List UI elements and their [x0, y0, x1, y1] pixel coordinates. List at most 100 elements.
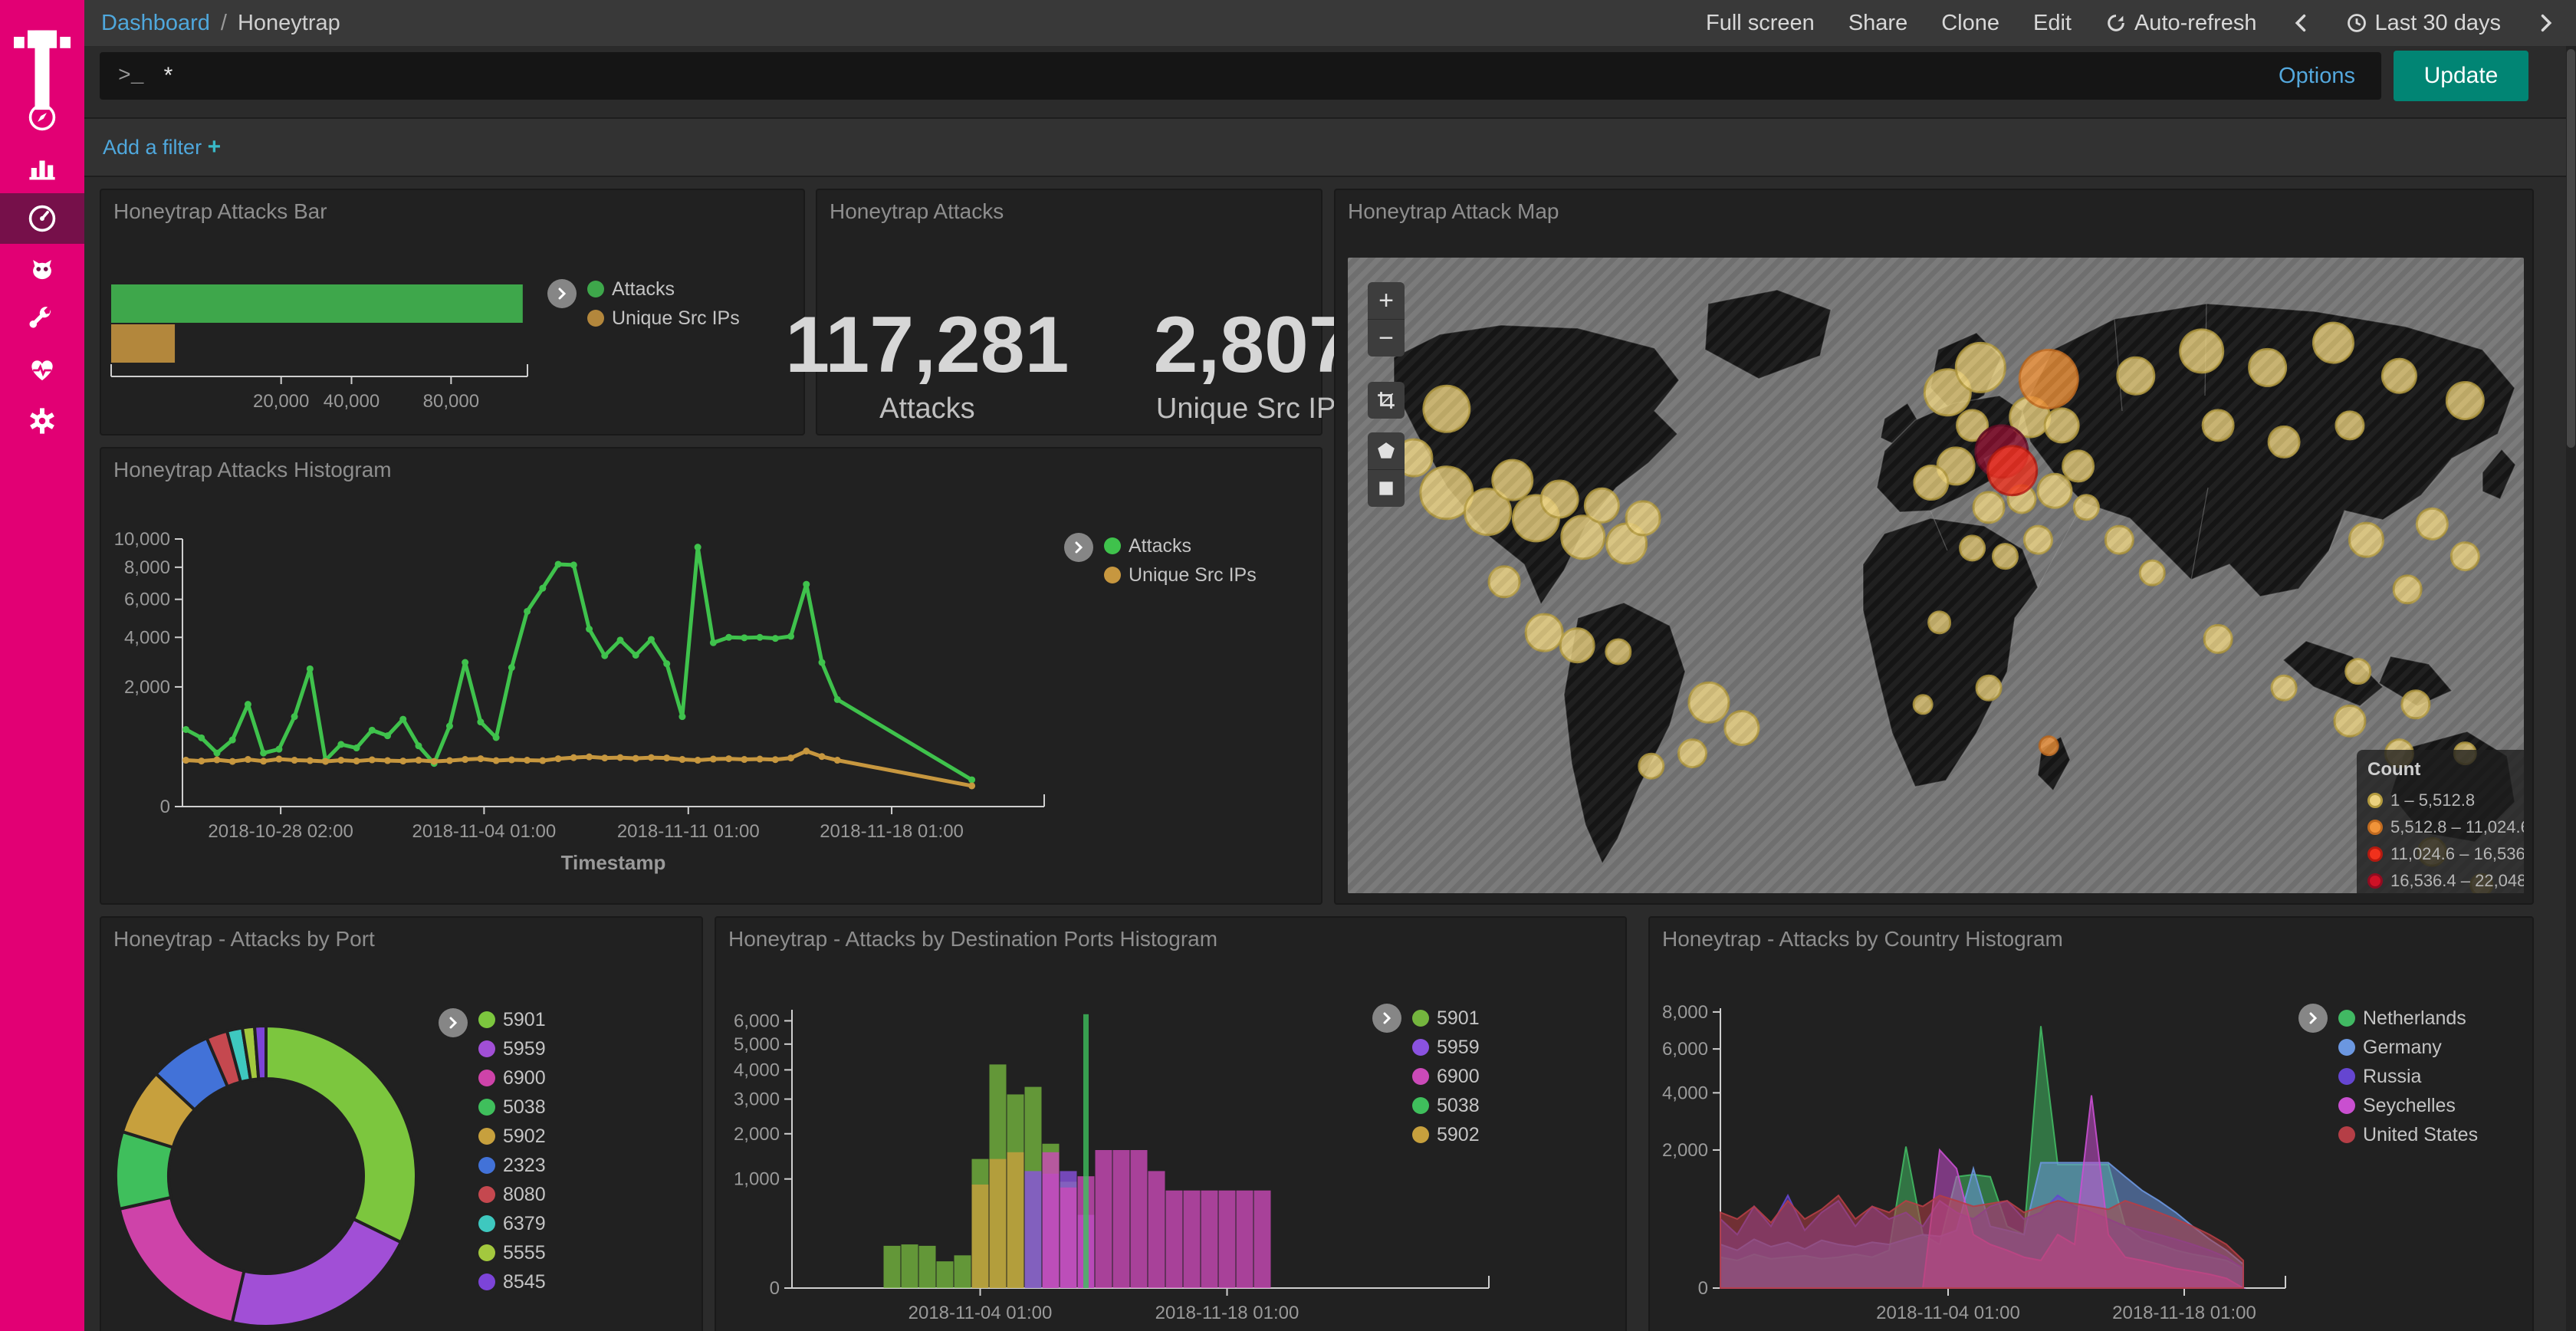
legend-label: 5555 [503, 1241, 546, 1264]
legend-expand-button[interactable] [547, 279, 577, 308]
options-link[interactable]: Options [2279, 63, 2355, 88]
world-map[interactable]: + − Count 1 – 5,512.8 5,512.8 – 11,024.6 1… [1348, 258, 2524, 893]
zoom-in-button[interactable]: + [1368, 282, 1405, 320]
legend-item[interactable]: 8545 [478, 1267, 546, 1296]
clone-button[interactable]: Clone [1941, 10, 1999, 35]
fullscreen-button[interactable]: Full screen [1705, 10, 1815, 35]
panel-attacks-metric: Honeytrap Attacks 117,281 Attacks 2,807 … [785, 189, 1353, 435]
legend-label: 5902 [503, 1125, 546, 1147]
tmobile-logo [14, 30, 71, 110]
attacks-bar-chart[interactable]: 20,000 40,000 80,000 [101, 190, 807, 437]
legend-label: 5038 [503, 1096, 546, 1118]
time-back-button[interactable] [2291, 12, 2312, 34]
svg-text:2018-11-18 01:00: 2018-11-18 01:00 [2112, 1303, 2256, 1323]
legend-item[interactable]: Seychelles [2338, 1091, 2478, 1120]
edit-button[interactable]: Edit [2032, 10, 2072, 35]
legend: Attacks Unique Src IPs [1104, 531, 1257, 590]
legend-item[interactable]: 5901 [1412, 1004, 1480, 1033]
search-input[interactable]: >_ * Options [100, 52, 2381, 100]
legend-item[interactable]: 5901 [478, 1005, 546, 1034]
sidebar-item-bug[interactable] [0, 244, 84, 294]
map-legend-item: 11,024.6 – 16,536.4 [2367, 840, 2524, 867]
svg-text:0: 0 [770, 1278, 780, 1299]
sidebar-item-dashboard[interactable] [0, 193, 84, 244]
legend-item[interactable]: Attacks [587, 274, 740, 304]
legend-expand-button[interactable] [1064, 533, 1093, 562]
legend-swatch [1412, 1039, 1429, 1056]
legend-expand-button[interactable] [1372, 1004, 1401, 1033]
legend-item[interactable]: 2323 [478, 1151, 546, 1180]
svg-text:40,000: 40,000 [324, 391, 380, 412]
legend-item[interactable]: 6900 [478, 1063, 546, 1093]
sidebar-item-visualize[interactable] [0, 143, 84, 193]
legend-label: Attacks [612, 278, 675, 300]
attacks-histogram-chart[interactable]: 0 2,000 4,000 6,000 8,000 10,000 2018-10-28 02… [101, 449, 1324, 906]
add-filter-button[interactable]: Add a filter + [103, 134, 222, 159]
legend-swatch [2338, 1010, 2355, 1027]
legend-item[interactable]: Unique Src IPs [587, 304, 740, 333]
svg-text:80,000: 80,000 [423, 391, 479, 412]
country-histogram-chart[interactable]: 0 2,000 4,000 6,000 8,000 2018-11-04 01:00 201… [1650, 918, 2535, 1331]
rectangle-draw-button[interactable] [1368, 470, 1405, 507]
legend-item[interactable]: 5038 [1412, 1091, 1480, 1120]
map-legend-item: 16,536.4 – 22,048.2 [2367, 867, 2524, 893]
panel-title: Honeytrap Attacks Bar [113, 199, 327, 223]
svg-text:4,000: 4,000 [734, 1060, 780, 1080]
legend-swatch [478, 1099, 495, 1116]
svg-text:6,000: 6,000 [1662, 1039, 1708, 1060]
crop-icon[interactable] [1368, 382, 1405, 419]
svg-text:0: 0 [1698, 1278, 1708, 1299]
zoom-out-button[interactable]: − [1378, 323, 1394, 353]
svg-text:8,000: 8,000 [1662, 1002, 1708, 1023]
sidebar-item-devtools[interactable] [0, 294, 84, 345]
map-legend-swatch [2367, 873, 2383, 889]
legend-item[interactable]: 6379 [478, 1209, 546, 1238]
scrollbar-thumb[interactable] [2567, 49, 2575, 448]
legend-item[interactable]: 5038 [478, 1093, 546, 1122]
auto-refresh-button[interactable]: Auto-refresh [2105, 11, 2257, 36]
legend-item[interactable]: 5902 [1412, 1120, 1480, 1149]
legend-item[interactable]: Netherlands [2338, 1004, 2478, 1033]
legend-item[interactable]: 8080 [478, 1180, 546, 1209]
svg-text:6,000: 6,000 [734, 1011, 780, 1031]
legend-swatch [1412, 1068, 1429, 1085]
svg-text:5,000: 5,000 [734, 1034, 780, 1055]
panel-destination-ports-histogram: Honeytrap - Attacks by Destination Ports… [715, 916, 1627, 1331]
map-legend-label: 11,024.6 – 16,536.4 [2390, 843, 2524, 863]
legend-item[interactable]: Unique Src IPs [1104, 560, 1257, 590]
legend-item[interactable]: Germany [2338, 1033, 2478, 1062]
legend-item[interactable]: 6900 [1412, 1062, 1480, 1091]
legend-label: 5959 [1437, 1036, 1480, 1058]
legend-item[interactable]: 5555 [478, 1238, 546, 1267]
chevron-right-icon [449, 1017, 458, 1029]
page-scrollbar[interactable] [2566, 46, 2576, 1331]
port-donut-chart[interactable] [101, 918, 705, 1331]
legend-item[interactable]: Attacks [1104, 531, 1257, 560]
legend-expand-button[interactable] [2298, 1004, 2328, 1033]
share-button[interactable]: Share [1848, 10, 1908, 35]
heartbeat-icon [31, 360, 53, 381]
sidebar-item-management[interactable] [0, 396, 84, 446]
legend-expand-button[interactable] [439, 1008, 468, 1037]
chevron-right-icon [2309, 1012, 2318, 1024]
time-picker-button[interactable]: Last 30 days [2346, 11, 2501, 36]
legend-swatch [478, 1157, 495, 1174]
svg-text:1,000: 1,000 [734, 1169, 780, 1190]
breadcrumb-dashboard-link[interactable]: Dashboard [101, 10, 210, 35]
legend-item[interactable]: 5959 [1412, 1033, 1480, 1062]
sidebar-item-discover[interactable] [0, 92, 84, 143]
map-legend-label: 16,536.4 – 22,048.2 [2390, 870, 2524, 890]
ports-histogram-chart[interactable]: 0 1,000 2,000 3,000 4,000 5,000 6,000 2018-11-0… [716, 918, 1628, 1331]
legend-item[interactable]: 5902 [478, 1122, 546, 1151]
sidebar-item-monitoring[interactable] [0, 345, 84, 396]
chevron-right-icon [558, 288, 567, 300]
map-legend-swatch [2367, 819, 2383, 835]
legend-item[interactable]: 5959 [478, 1034, 546, 1063]
legend-item[interactable]: Russia [2338, 1062, 2478, 1091]
time-forward-button[interactable] [2535, 12, 2556, 34]
update-button[interactable]: Update [2394, 51, 2528, 101]
legend-item[interactable]: United States [2338, 1120, 2478, 1149]
polygon-draw-button[interactable] [1368, 432, 1405, 470]
bug-icon [33, 260, 51, 280]
